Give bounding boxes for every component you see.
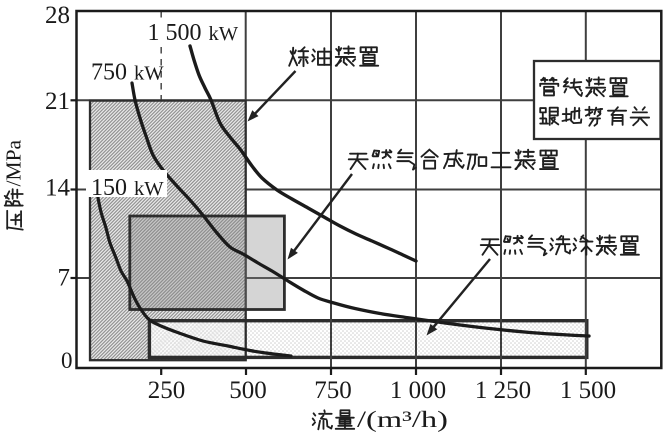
- svg-text:0: 0: [61, 348, 73, 373]
- svg-text:28: 28: [45, 2, 70, 29]
- svg-text:14: 14: [45, 175, 71, 202]
- svg-text:/(m³/h): /(m³/h): [357, 407, 448, 432]
- svg-text:500: 500: [229, 377, 267, 404]
- svg-text:1 500 kW: 1 500 kW: [148, 20, 239, 46]
- svg-text:1 000: 1 000: [390, 377, 446, 404]
- svg-text:1 500: 1 500: [560, 377, 616, 404]
- svg-text:21: 21: [45, 88, 70, 115]
- svg-text:/MPa: /MPa: [2, 139, 26, 186]
- svg-text:7: 7: [58, 265, 71, 292]
- svg-text:750 kW: 750 kW: [91, 60, 164, 86]
- svg-text:150 kW: 150 kW: [91, 175, 164, 201]
- svg-text:1 250: 1 250: [475, 377, 531, 404]
- svg-text:250: 250: [148, 377, 186, 404]
- svg-text:750: 750: [314, 377, 352, 404]
